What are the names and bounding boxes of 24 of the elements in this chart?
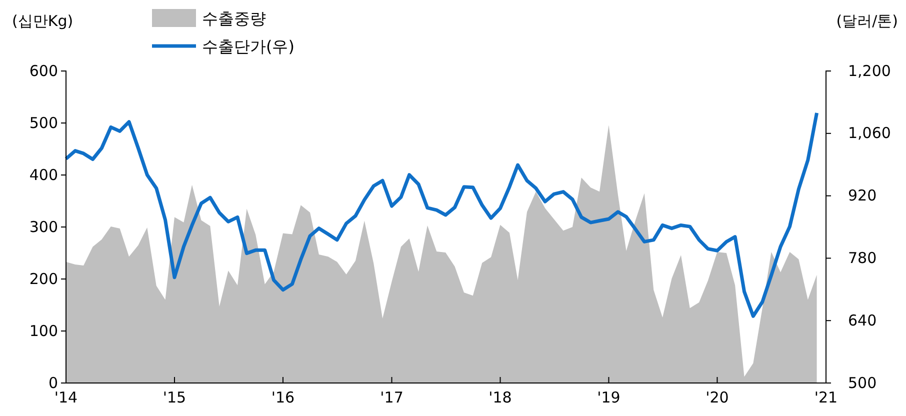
x-tick-label: '20 bbox=[706, 388, 729, 406]
legend-label: 수출중량 bbox=[202, 9, 266, 28]
y-tick-label: 600 bbox=[29, 62, 58, 80]
y2-axis-title: (달러/톤) bbox=[836, 12, 898, 30]
legend-label: 수출단가(우) bbox=[202, 37, 294, 56]
y2-tick-label: 1,200 bbox=[848, 62, 891, 80]
x-tick-label: '16 bbox=[271, 388, 295, 406]
x-tick-label: '21 bbox=[814, 388, 838, 406]
line-series bbox=[64, 111, 819, 318]
y2-tick-label: 780 bbox=[848, 249, 877, 267]
y2-tick-label: 1,060 bbox=[848, 124, 891, 142]
y-tick-label: 400 bbox=[29, 166, 58, 184]
x-tick-label: '19 bbox=[597, 388, 620, 406]
y-tick-label: 300 bbox=[29, 218, 58, 236]
y2-tick-label: 500 bbox=[848, 374, 877, 392]
x-tick-label: '18 bbox=[488, 388, 512, 406]
x-tick-label: '15 bbox=[162, 388, 186, 406]
y2-tick-label: 920 bbox=[848, 186, 877, 205]
y-tick-label: 100 bbox=[29, 322, 58, 340]
y-tick-label: 200 bbox=[29, 270, 58, 288]
y2-tick-label: 640 bbox=[848, 311, 877, 330]
y-tick-label: 500 bbox=[29, 114, 58, 132]
x-tick-label: '17 bbox=[380, 388, 404, 406]
y-axis-title: (십만Kg) bbox=[12, 12, 74, 30]
